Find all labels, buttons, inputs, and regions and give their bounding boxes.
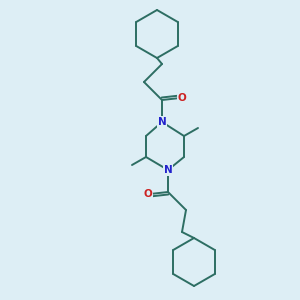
Text: O: O	[144, 189, 152, 199]
Text: N: N	[164, 165, 172, 175]
Text: O: O	[178, 93, 186, 103]
Text: N: N	[158, 117, 166, 127]
